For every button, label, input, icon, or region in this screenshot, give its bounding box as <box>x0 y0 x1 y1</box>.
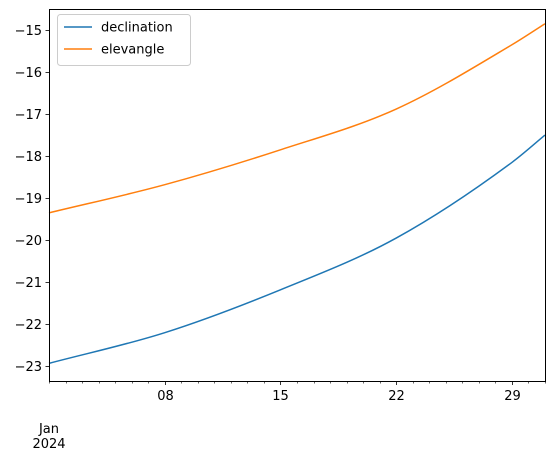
y-tick-label: −21 <box>15 276 42 291</box>
x-tick-label: 29 <box>504 389 521 404</box>
x-start-month-label: Jan <box>38 422 59 437</box>
y-tick-label: −15 <box>15 24 42 39</box>
y-tick-label: −18 <box>15 150 42 165</box>
legend: declination elevangle <box>57 14 191 66</box>
x-tick-label: 08 <box>157 389 174 404</box>
y-tick-label: −20 <box>15 234 42 249</box>
y-tick-label: −23 <box>15 360 42 375</box>
y-tick-label: −16 <box>15 66 42 81</box>
series-line-declination <box>48 134 546 365</box>
y-tick-label: −19 <box>15 192 42 207</box>
y-tick-label: −17 <box>15 108 42 123</box>
x-tick-label: 15 <box>272 389 289 404</box>
legend-label-elevangle: elevangle <box>101 43 164 58</box>
x-tick-label: 22 <box>388 389 405 404</box>
x-start-year-label: 2024 <box>32 437 65 452</box>
plot-lines <box>48 23 546 365</box>
y-tick-label: −22 <box>15 318 42 333</box>
legend-label-declination: declination <box>101 21 173 36</box>
series-line-elevangle <box>48 23 546 214</box>
y-axis: −23 −22 −21 −20 −19 −18 −17 −16 −15 <box>15 24 50 375</box>
